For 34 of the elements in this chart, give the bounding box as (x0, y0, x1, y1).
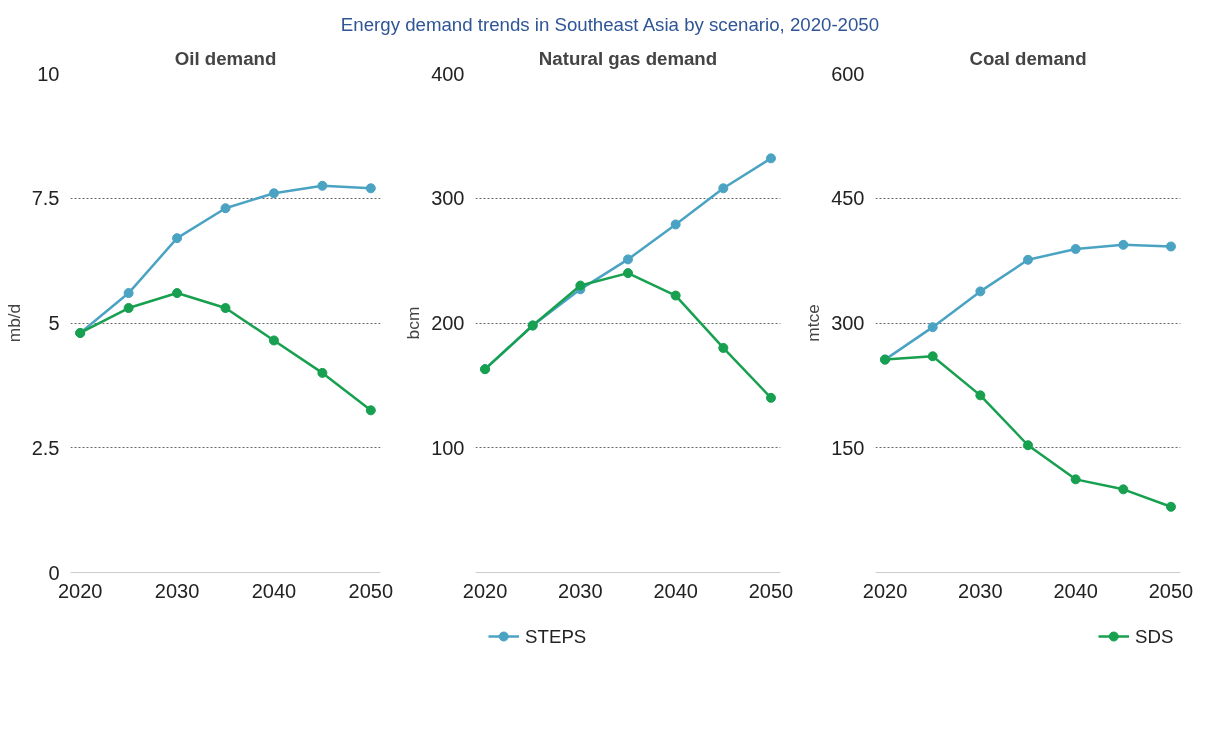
x-tick-label: 2020 (462, 579, 508, 602)
text: Energy demand trends in Southeast Asia by scenario, 2020-2050 (340, 14, 880, 35)
y-tick-label: 5 (48, 312, 60, 334)
y-tick-label: 7.5 (31, 187, 60, 210)
y-tick-label: 10 (37, 62, 60, 85)
y-tick-label: 400 (431, 62, 465, 85)
x-tick-label: 2050 (748, 579, 794, 602)
chart-title: Coal demand (969, 47, 1087, 69)
y-axis-title: mb/d (3, 303, 24, 343)
y-axis-title: mtce (803, 304, 824, 342)
x-tick-label: 2030 (958, 579, 1003, 602)
legend-label: STEPS (525, 626, 587, 647)
y-tick-label: 300 (831, 312, 865, 334)
y-tick-label: 450 (831, 187, 865, 210)
chart-title: Oil demand (174, 47, 277, 69)
x-tick-label: 2030 (558, 579, 603, 602)
y-tick-label: 600 (831, 62, 865, 85)
x-tick-label: 2020 (862, 579, 908, 602)
legend-label: SDS (1135, 626, 1174, 647)
x-tick-label: 2050 (348, 579, 394, 602)
x-tick-label: 2020 (57, 579, 103, 602)
y-tick-label: 200 (431, 312, 465, 334)
y-tick-label: 2.5 (31, 436, 60, 459)
x-tick-label: 2040 (251, 579, 297, 602)
chart-title: Natural gas demand (538, 47, 718, 69)
x-tick-label: 2040 (1053, 579, 1098, 602)
y-axis-title: bcm (403, 306, 424, 340)
y-tick-label: 100 (431, 436, 465, 459)
y-tick-label: 0 (48, 561, 60, 584)
y-tick-label: 150 (831, 436, 865, 459)
x-tick-label: 2050 (1148, 579, 1194, 602)
x-tick-label: 2040 (653, 579, 698, 602)
y-tick-label: 300 (431, 187, 465, 210)
x-tick-label: 2030 (154, 579, 200, 602)
